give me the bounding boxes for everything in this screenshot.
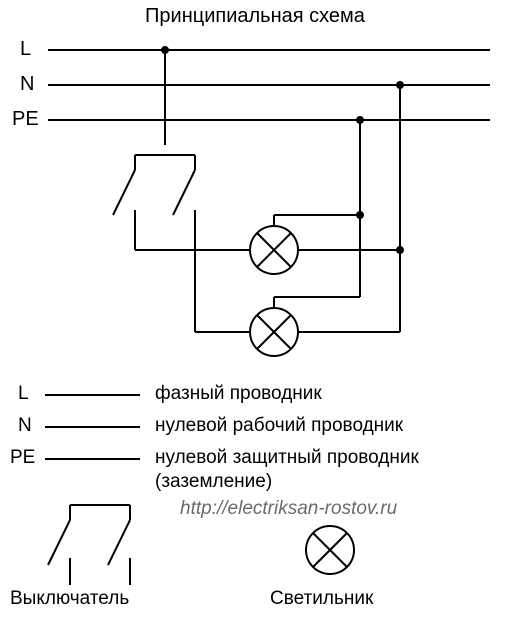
schematic-svg (0, 0, 510, 621)
legend-lamp-label: Светильник (270, 588, 373, 610)
legend-text-pe: нулевой защитный проводник (155, 447, 419, 469)
watermark-url: http://electriksan-rostov.ru (180, 498, 397, 520)
junction-n-lamp1 (397, 247, 403, 253)
switch-blade-right (173, 170, 195, 215)
legend-text-pe-sub: (заземление) (155, 471, 272, 493)
bus-label-l: L (20, 38, 31, 61)
legend-letter-n: N (18, 415, 32, 437)
legend-switch-symbol (48, 505, 130, 585)
junction-pe-lamp1 (357, 212, 363, 218)
legend-switch-label: Выключатель (10, 588, 129, 610)
bus-label-pe: PE (12, 108, 39, 131)
legend-text-n: нулевой рабочий проводник (155, 415, 403, 437)
junction-n (397, 82, 403, 88)
legend-letter-l: L (18, 383, 29, 405)
legend-text-l: фазный проводник (155, 383, 322, 405)
bus-label-n: N (20, 73, 34, 96)
junction-pe (357, 117, 363, 123)
switch-blade-left (113, 170, 135, 215)
legend-lamp-symbol (306, 526, 354, 574)
legend-letter-pe: PE (10, 447, 35, 469)
junction-l (162, 47, 168, 53)
diagram-title: Принципиальная схема (0, 5, 510, 28)
